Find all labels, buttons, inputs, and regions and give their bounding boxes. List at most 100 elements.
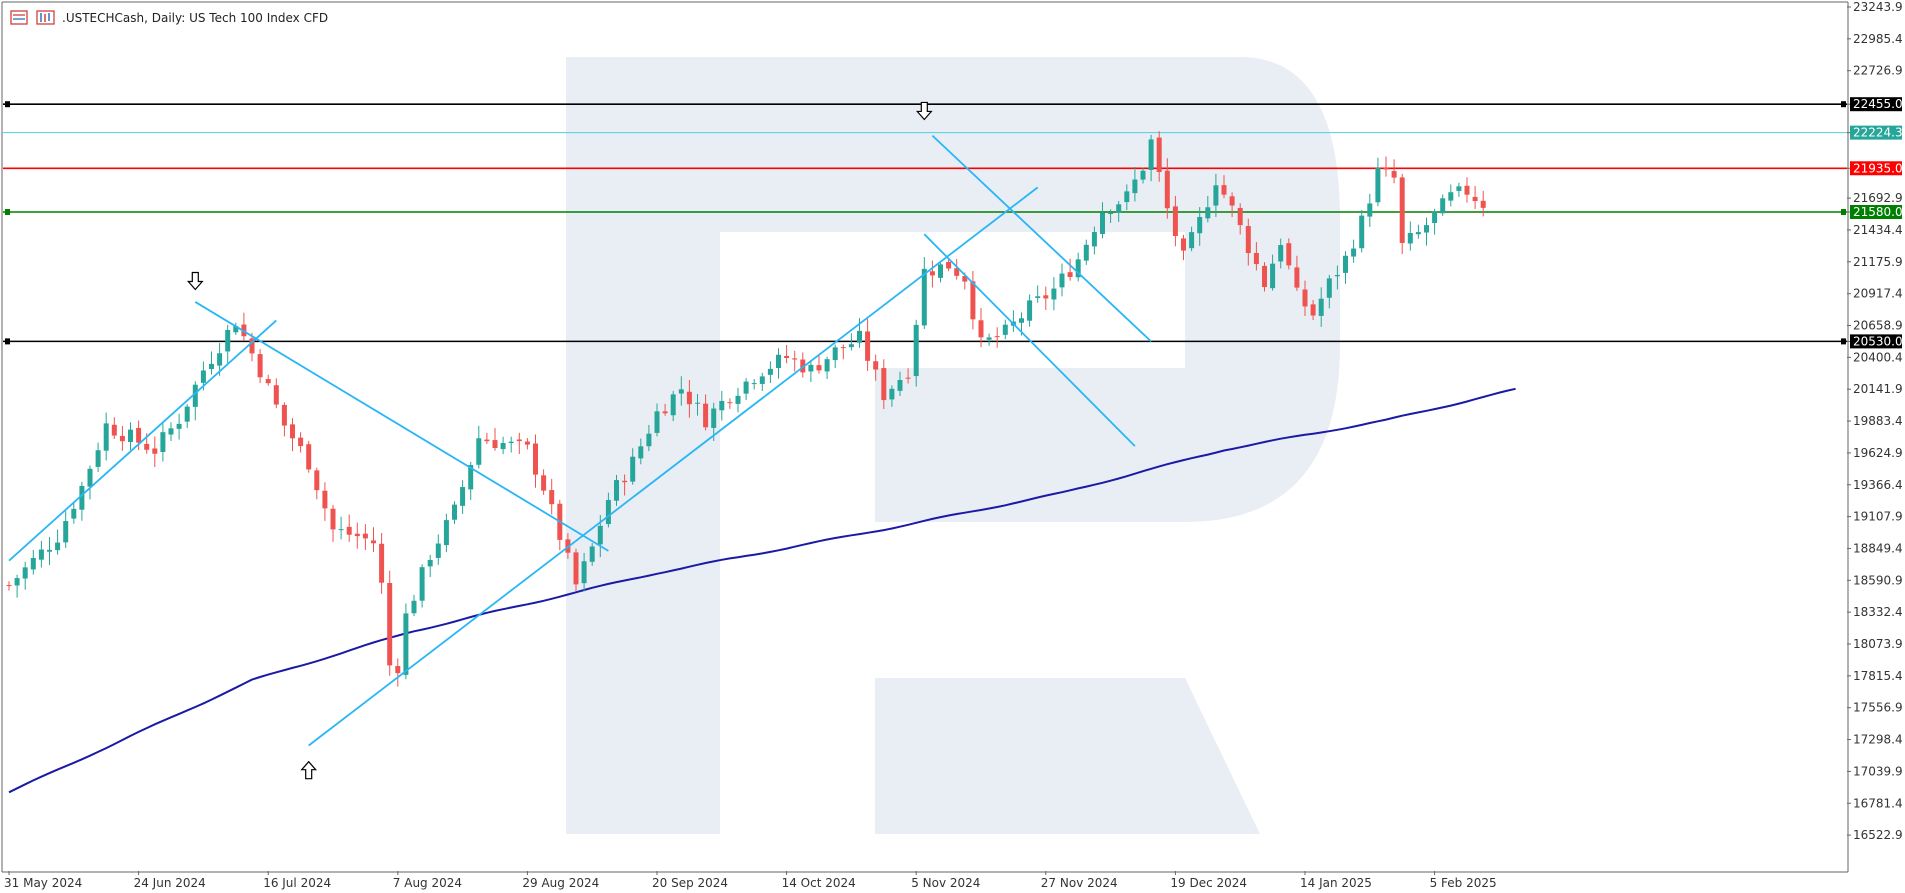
candle-body[interactable] <box>946 261 952 269</box>
candle-body[interactable] <box>646 433 652 447</box>
candle-body[interactable] <box>427 559 433 567</box>
candle-body[interactable] <box>897 380 903 391</box>
candle-body[interactable] <box>1172 206 1178 236</box>
candle-body[interactable] <box>1464 185 1470 195</box>
candle-body[interactable] <box>1448 192 1454 201</box>
candle-body[interactable] <box>727 402 733 404</box>
candle-body[interactable] <box>95 450 101 467</box>
candle-body[interactable] <box>103 423 109 451</box>
candle-body[interactable] <box>395 666 401 674</box>
candle-body[interactable] <box>468 465 474 490</box>
candle-body[interactable] <box>1326 278 1332 298</box>
candle-body[interactable] <box>1253 252 1259 265</box>
chart-window-icon[interactable] <box>10 10 28 25</box>
candle-body[interactable] <box>1270 263 1276 289</box>
candle-body[interactable] <box>1278 245 1284 262</box>
candle-body[interactable] <box>419 567 425 601</box>
candle-body[interactable] <box>30 557 36 570</box>
candle-body[interactable] <box>379 543 385 583</box>
candle-body[interactable] <box>508 441 514 444</box>
candle-body[interactable] <box>994 336 1000 338</box>
candle-body[interactable] <box>1083 244 1089 261</box>
level-handle-left[interactable] <box>5 101 10 108</box>
candle-body[interactable] <box>1067 272 1073 277</box>
candle-body[interactable] <box>265 379 271 384</box>
chart-type-icon[interactable] <box>36 10 55 25</box>
candle-body[interactable] <box>1189 232 1195 249</box>
candle-body[interactable] <box>986 337 992 340</box>
candle-body[interactable] <box>776 354 781 369</box>
candle-body[interactable] <box>1359 215 1365 249</box>
candle-body[interactable] <box>6 585 12 587</box>
candle-body[interactable] <box>1091 232 1097 247</box>
candle-body[interactable] <box>1367 203 1373 217</box>
candle-body[interactable] <box>719 400 725 411</box>
candle-body[interactable] <box>119 435 125 442</box>
candle-body[interactable] <box>1108 212 1114 214</box>
candle-body[interactable] <box>1294 267 1300 288</box>
level-handle-right[interactable] <box>1841 338 1846 345</box>
candle-body[interactable] <box>686 391 692 405</box>
candle-body[interactable] <box>492 440 498 449</box>
candle-body[interactable] <box>905 377 911 379</box>
candle-body[interactable] <box>1399 177 1405 243</box>
candle-body[interactable] <box>1480 200 1486 208</box>
candle-body[interactable] <box>614 480 619 501</box>
candle-body[interactable] <box>1318 298 1324 316</box>
candle-body[interactable] <box>354 533 360 537</box>
candle-body[interactable] <box>622 480 628 483</box>
candle-body[interactable] <box>1205 207 1211 219</box>
candle-body[interactable] <box>1286 243 1292 266</box>
candle-body[interactable] <box>322 490 328 509</box>
candle-body[interactable] <box>403 613 409 675</box>
candle-body[interactable] <box>605 499 611 525</box>
candle-body[interactable] <box>38 549 44 560</box>
candle-body[interactable] <box>371 540 376 544</box>
candle-body[interactable] <box>703 403 709 428</box>
candle-body[interactable] <box>533 443 538 475</box>
candle-body[interactable] <box>735 395 741 404</box>
candle-body[interactable] <box>1043 295 1049 299</box>
candle-body[interactable] <box>743 381 749 394</box>
candle-body[interactable] <box>767 368 773 375</box>
candle-body[interactable] <box>832 347 838 361</box>
candle-body[interactable] <box>978 320 984 338</box>
candle-body[interactable] <box>314 470 320 491</box>
candle-body[interactable] <box>695 402 700 404</box>
candle-body[interactable] <box>1197 216 1203 234</box>
candle-body[interactable] <box>1472 196 1478 202</box>
candle-body[interactable] <box>411 600 417 614</box>
candle-body[interactable] <box>638 446 644 459</box>
candle-body[interactable] <box>678 389 684 394</box>
candle-body[interactable] <box>1124 191 1130 203</box>
candle-body[interactable] <box>711 408 717 428</box>
candle-body[interactable] <box>111 424 117 436</box>
candle-body[interactable] <box>759 376 765 384</box>
candle-body[interactable] <box>87 468 93 487</box>
candle-body[interactable] <box>1027 300 1033 321</box>
candle-body[interactable] <box>338 529 344 531</box>
candle-body[interactable] <box>290 424 295 439</box>
candle-body[interactable] <box>541 475 547 491</box>
candle-body[interactable] <box>1051 288 1057 300</box>
candle-body[interactable] <box>144 443 150 450</box>
trendline[interactable] <box>8 319 277 562</box>
candle-body[interactable] <box>1019 318 1024 323</box>
candle-body[interactable] <box>549 490 555 505</box>
candle-body[interactable] <box>298 437 304 447</box>
candle-body[interactable] <box>160 432 166 452</box>
level-handle-left[interactable] <box>5 209 10 216</box>
candle-body[interactable] <box>330 508 336 530</box>
candle-body[interactable] <box>346 526 352 535</box>
candle-body[interactable] <box>516 439 522 442</box>
candle-body[interactable] <box>751 383 757 385</box>
candle-body[interactable] <box>1164 170 1170 209</box>
candle-body[interactable] <box>654 411 660 433</box>
candle-body[interactable] <box>1262 265 1267 288</box>
candle-body[interactable] <box>249 338 255 354</box>
candle-body[interactable] <box>1424 225 1429 233</box>
candle-body[interactable] <box>962 275 968 282</box>
candle-body[interactable] <box>670 394 676 416</box>
candle-body[interactable] <box>1221 185 1227 195</box>
